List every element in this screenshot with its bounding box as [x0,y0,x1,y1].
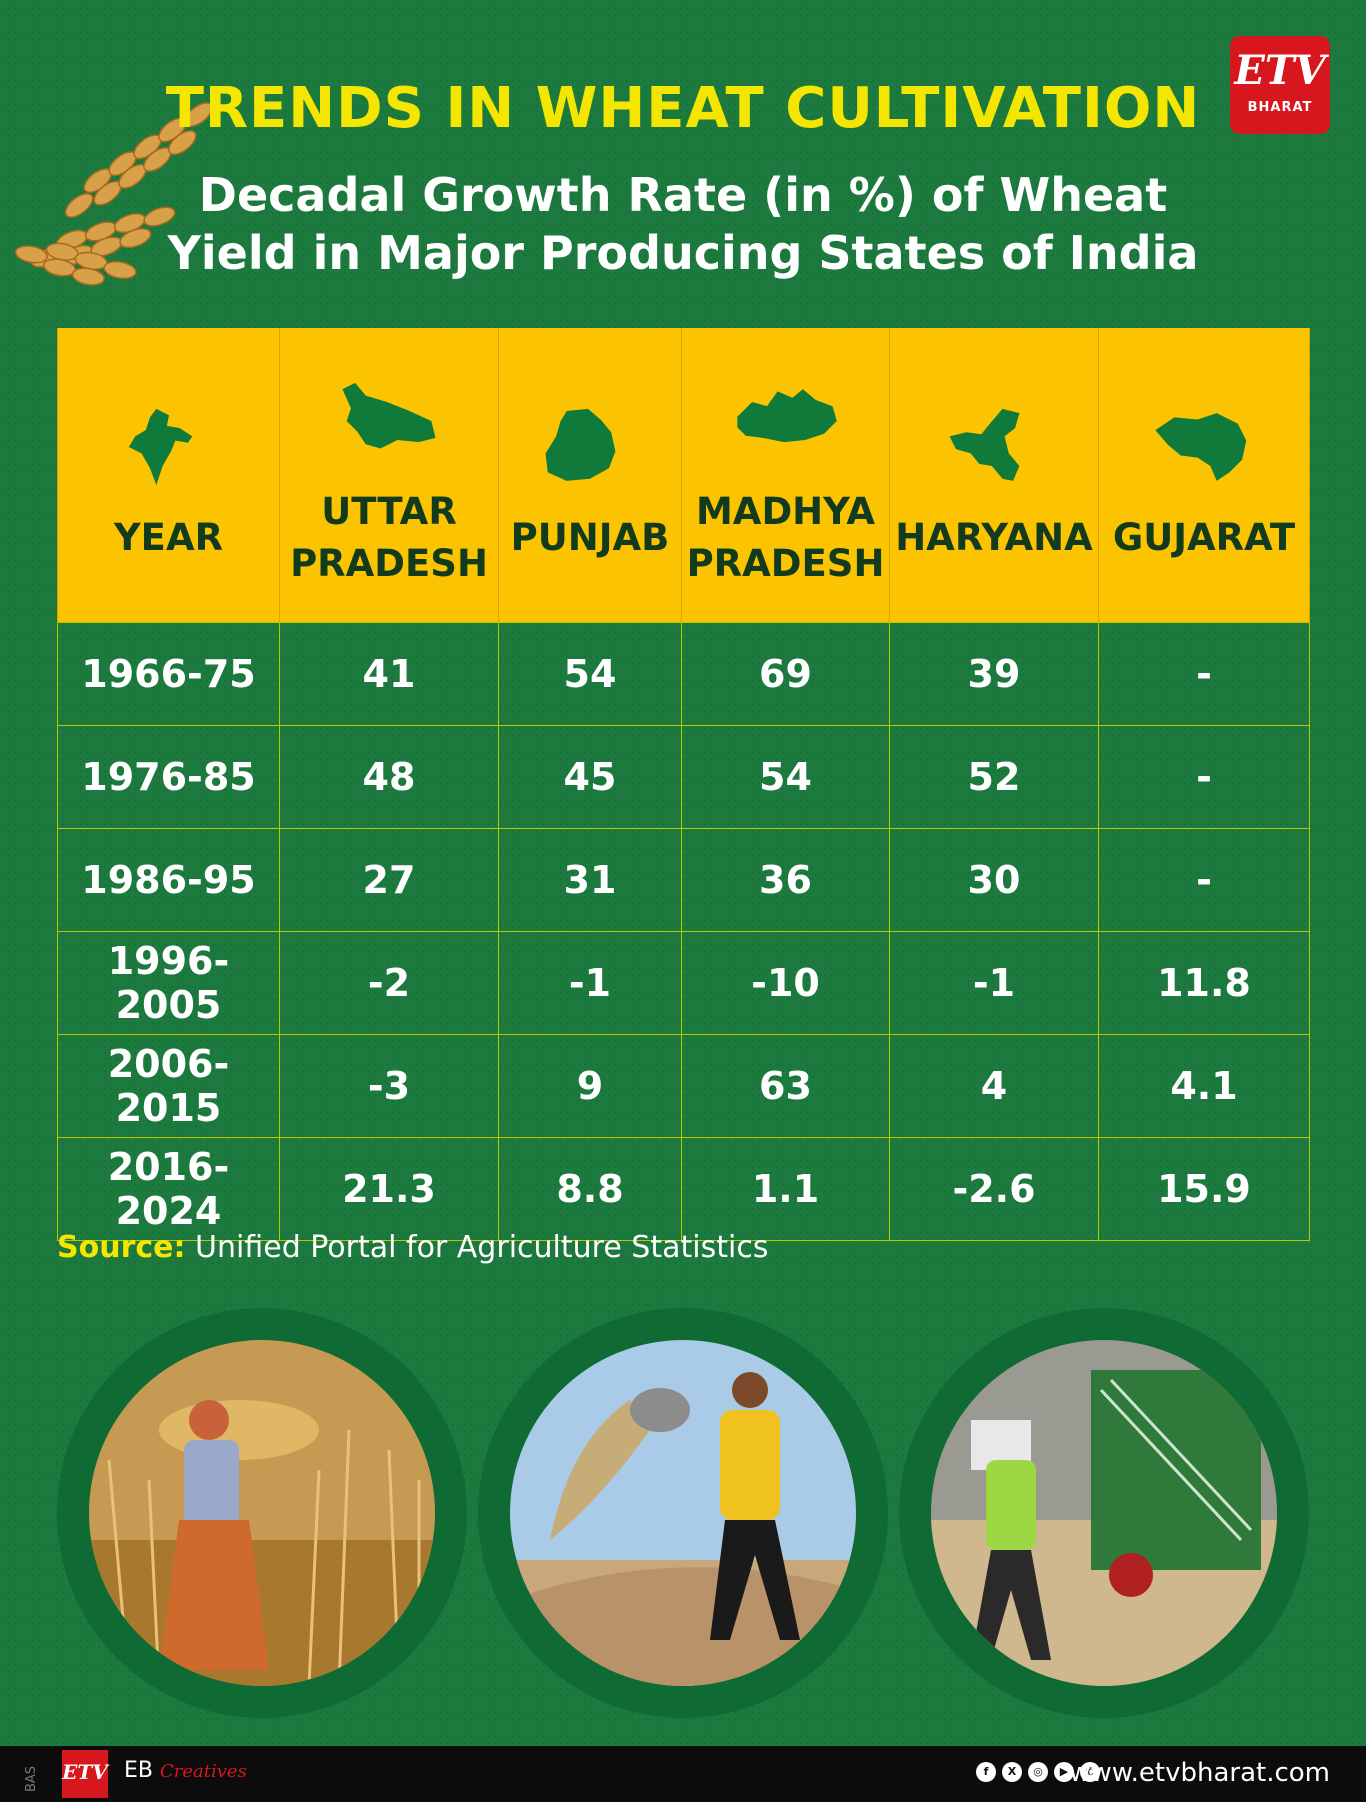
year-cell: 1976-85 [57,725,280,829]
column-header-0: YEAR [57,328,280,623]
value-cell: 54 [681,725,890,829]
value-cell: 1.1 [681,1137,890,1241]
page-subtitle: Decadal Growth Rate (in %) of Wheat Yiel… [167,168,1199,280]
value-cell: 15.9 [1098,1137,1310,1241]
value-cell: 69 [681,622,890,726]
value-cell: -3 [279,1034,499,1138]
column-header-1: UTTAR PRADESH [279,328,499,623]
value-cell: 36 [681,828,890,932]
value-cell: - [1098,622,1310,726]
value-cell: 63 [681,1034,890,1138]
etv-bharat-logo: ETV BHARAT [1230,36,1330,134]
value-cell: -1 [498,931,682,1035]
year-cell: 1996-2005 [57,931,280,1035]
table-header-row: YEAR UTTAR PRADESH PUNJAB MADHYA PRADESH HARYA… [57,328,1310,623]
value-cell: 11.8 [1098,931,1310,1035]
x-icon[interactable]: X [1002,1762,1022,1782]
value-cell: 45 [498,725,682,829]
value-cell: 9 [498,1034,682,1138]
value-cell: 31 [498,828,682,932]
value-cell: 39 [889,622,1099,726]
value-cell: 27 [279,828,499,932]
value-cell: -1 [889,931,1099,1035]
youtube-icon[interactable]: ▶ [1054,1762,1074,1782]
website-link[interactable]: www.etvbharat.com [1069,1758,1330,1788]
page-title: TRENDS IN WHEAT CULTIVATION [165,76,1201,141]
value-cell: 41 [279,622,499,726]
column-header-2: PUNJAB [498,328,682,623]
worker-with-thresher-photo [931,1340,1277,1686]
year-cell: 1966-75 [57,622,280,726]
table-row: 2006-2015 -3 9 63 4 4.1 [57,1034,1310,1138]
column-header-5: GUJARAT [1098,328,1310,623]
footer-bar: BAS ETV EB Creatives f X ◎ ▶ ✆ www.etvbharat… [0,1746,1366,1802]
value-cell: -2.6 [889,1137,1099,1241]
wheat-growth-table: YEAR UTTAR PRADESH PUNJAB MADHYA PRADESH HARYA… [57,328,1310,1241]
value-cell: - [1098,725,1310,829]
photo-frame-winnowing [478,1308,888,1718]
value-cell: 54 [498,622,682,726]
source-note: Source: Unified Portal for Agriculture S… [57,1230,769,1265]
value-cell: 52 [889,725,1099,829]
man-winnowing-grain-photo [510,1340,856,1686]
column-header-4: HARYANA [889,328,1099,623]
table-row: 1966-75 41 54 69 39- [57,622,1310,726]
value-cell: -10 [681,931,890,1035]
value-cell: 4.1 [1098,1034,1310,1138]
value-cell: -2 [279,931,499,1035]
table-row: 2016-2024 21.3 8.8 1.1 -2.6 15.9 [57,1137,1310,1241]
madhya-pradesh-map-icon [736,389,837,443]
footer-etv-logo: ETV [62,1750,108,1798]
wheat-ears-decoration [14,102,213,286]
india-map-icon [128,408,192,486]
value-cell: 8.8 [498,1137,682,1241]
eb-creatives-label: EB Creatives [124,1758,247,1783]
year-cell: 2006-2015 [57,1034,280,1138]
punjab-map-icon [545,408,616,481]
year-cell: 1986-95 [57,828,280,932]
social-icons: f X ◎ ▶ ✆ [976,1762,1100,1782]
table-row: 1976-85 48 45 54 52- [57,725,1310,829]
value-cell: 4 [889,1034,1099,1138]
photo-frame-thresher [899,1308,1309,1718]
whatsapp-icon[interactable]: ✆ [1080,1762,1100,1782]
instagram-icon[interactable]: ◎ [1028,1762,1048,1782]
value-cell: 48 [279,725,499,829]
facebook-icon[interactable]: f [976,1762,996,1782]
photo-frame-harvesting [57,1308,467,1718]
uttar-pradesh-map-icon [342,382,436,449]
haryana-map-icon [949,408,1020,481]
value-cell: - [1098,828,1310,932]
table-row: 1996-2005 -2 -1 -10 -1 11.8 [57,931,1310,1035]
woman-harvesting-wheat-photo [89,1340,435,1686]
value-cell: 21.3 [279,1137,499,1241]
value-cell: 30 [889,828,1099,932]
column-header-3: MADHYA PRADESH [681,328,890,623]
year-cell: 2016-2024 [57,1137,280,1241]
gujarat-map-icon [1155,413,1247,481]
table-row: 1986-95 27 31 36 30- [57,828,1310,932]
